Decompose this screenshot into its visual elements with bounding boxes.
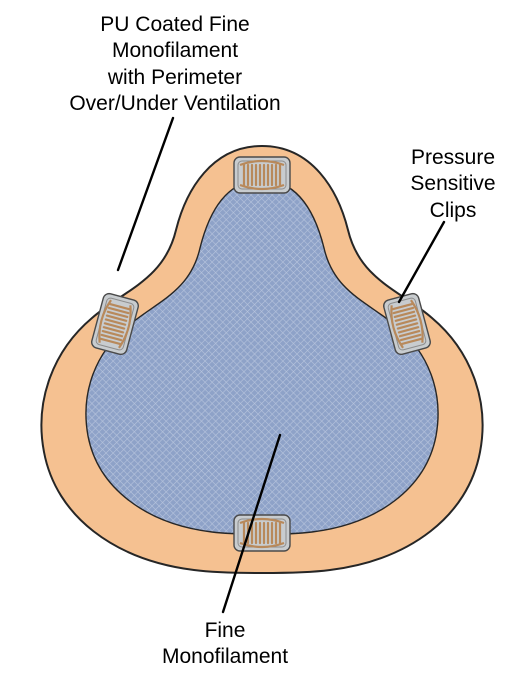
pressure-clip bbox=[234, 515, 290, 551]
label-center: Fine Monofilament bbox=[140, 618, 310, 671]
label-outer-band: PU Coated Fine Monofilament with Perimet… bbox=[45, 12, 305, 117]
diagram-canvas: PU Coated Fine Monofilament with Perimet… bbox=[0, 0, 525, 699]
pressure-clip bbox=[234, 157, 290, 193]
center-monofilament bbox=[86, 180, 438, 534]
label-clips: Pressure Sensitive Clips bbox=[398, 145, 508, 224]
